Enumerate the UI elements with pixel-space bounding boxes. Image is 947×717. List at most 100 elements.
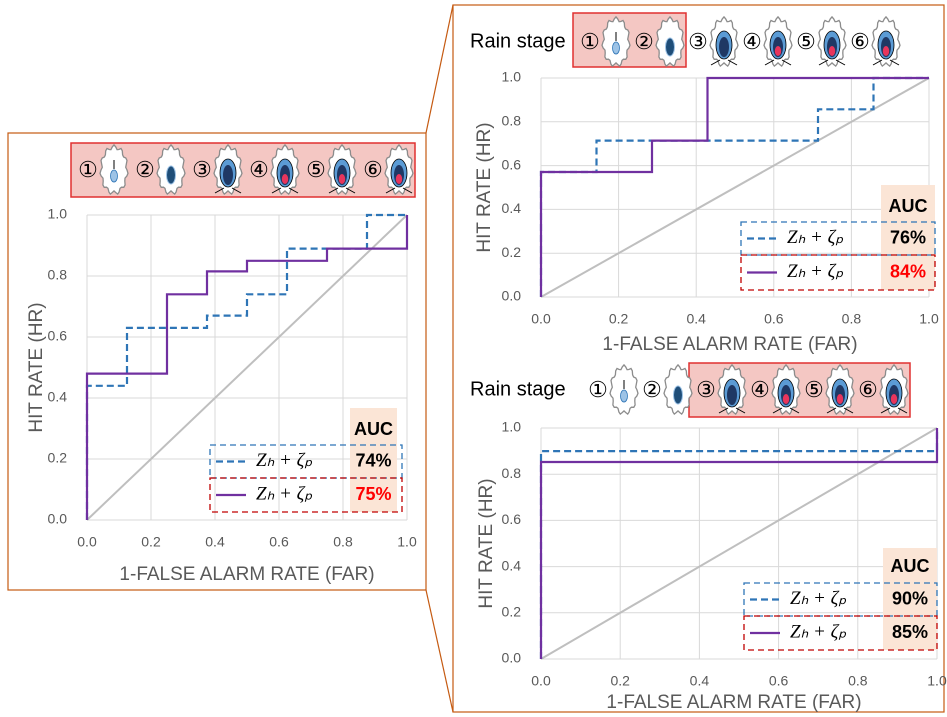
y-tick-label: 0.6 [48, 328, 68, 344]
legend-label: Zₕ + ζₚ [787, 227, 844, 248]
y-tick-label: 0.8 [502, 113, 522, 129]
zoom-line [426, 5, 453, 133]
stage-label: ④ [742, 29, 762, 54]
stage-icon-rain [829, 46, 835, 56]
stage-icon-rain [775, 46, 781, 56]
y-tick-label: 1.0 [502, 419, 522, 435]
stage-label: ② [135, 157, 155, 182]
stage-label: ⑥ [363, 157, 383, 182]
stage-label: ⑤ [796, 29, 816, 54]
y-tick-label: 0.4 [502, 557, 522, 573]
y-tick-label: 0.0 [48, 511, 68, 527]
stage-label: ③ [192, 157, 212, 182]
y-tick-label: 0.0 [502, 650, 522, 666]
x-tick-label: 0.2 [609, 311, 629, 327]
legend-label: Zₕ + ζₚ [256, 483, 313, 504]
reference-line [541, 78, 929, 297]
stage-icon-cell [674, 386, 683, 404]
y-tick-label: 0.0 [502, 288, 522, 304]
stage-icon-cell [666, 38, 675, 56]
y-tick-label: 1.0 [502, 69, 522, 85]
auc-value: 84% [890, 261, 926, 281]
stage-label: ⑤ [804, 377, 824, 402]
x-tick-label: 0.8 [333, 534, 353, 550]
stage-icon [818, 17, 846, 66]
stage-icon-cell [621, 390, 628, 402]
stage-label: ③ [696, 377, 716, 402]
stage-label: ② [634, 29, 654, 54]
auc-value: 85% [892, 622, 928, 642]
stage-icon-rain [837, 394, 843, 404]
stage-label: ② [642, 377, 662, 402]
stage-label: ⑥ [850, 29, 870, 54]
x-axis-label: 1-FALSE ALARM RATE (FAR) [602, 334, 857, 355]
x-tick-label: 0.6 [269, 534, 289, 550]
stage-icon-core [727, 385, 737, 405]
y-tick-label: 0.2 [48, 450, 68, 466]
figure: ① ② ③ ④ ⑤ ⑥ 0.0 0.2 0.4 0.6 0.8 1.0 0.0 0.2 0.4 0.6 0.8 1… [0, 0, 947, 717]
y-axis-label: HIT RATE (HR) [26, 302, 47, 432]
stage-icon [664, 365, 692, 414]
header-label: Rain stage [470, 378, 566, 400]
stage-label: ⑤ [306, 157, 326, 182]
y-axis-label: HIT RATE (HR) [476, 478, 497, 608]
y-tick-label: 0.6 [502, 156, 522, 172]
auc-value: 75% [355, 484, 391, 504]
stage-icon [872, 17, 900, 66]
x-tick-label: 0.4 [205, 534, 225, 550]
stage-icon-rain [396, 174, 402, 184]
y-tick-label: 0.6 [502, 511, 522, 527]
x-axis-label: 1-FALSE ALARM RATE (FAR) [119, 564, 374, 585]
legend-label: Zₕ + ζₚ [790, 588, 847, 609]
stage-icon-cell [167, 166, 176, 184]
x-axis-label: 1-FALSE ALARM RATE (FAR) [606, 692, 861, 713]
auc-value: 90% [892, 588, 928, 608]
header-label: Rain stage [470, 30, 566, 52]
x-tick-label: 0.8 [842, 311, 862, 327]
legend-title: AUC [354, 419, 393, 439]
auc-value: 76% [890, 227, 926, 247]
stage-icon [610, 365, 638, 414]
auc-value: 74% [355, 450, 391, 470]
x-tick-label: 0.0 [531, 673, 551, 689]
stage-icon-rain [339, 174, 345, 184]
stage-label: ④ [750, 377, 770, 402]
stage-label: ④ [249, 157, 269, 182]
y-tick-label: 0.2 [502, 244, 522, 260]
y-tick-label: 0.4 [502, 200, 522, 216]
stage-icon [764, 17, 792, 66]
x-tick-label: 1.0 [927, 673, 947, 689]
legend-label: Zₕ + ζₚ [256, 450, 313, 471]
legend-title: AUC [889, 196, 928, 216]
stage-label: ① [588, 377, 608, 402]
stage-label: ① [580, 29, 600, 54]
y-tick-label: 0.4 [48, 389, 68, 405]
stage-icon [710, 17, 738, 66]
stage-icon-rain [883, 46, 889, 56]
y-tick-label: 0.2 [502, 604, 522, 620]
zoom-line [426, 590, 453, 712]
stage-label: ③ [688, 29, 708, 54]
stage-icon-core [719, 37, 729, 57]
legend-title: AUC [891, 556, 930, 576]
x-tick-label: 0.4 [690, 673, 710, 689]
x-tick-label: 0.0 [77, 534, 97, 550]
stage-label: ① [78, 157, 98, 182]
stage-label: ⑥ [858, 377, 878, 402]
y-tick-label: 0.8 [502, 465, 522, 481]
x-tick-label: 0.4 [686, 311, 706, 327]
x-tick-label: 0.2 [610, 673, 630, 689]
stage-icon-core [223, 165, 233, 185]
stage-icon-rain [891, 394, 897, 404]
x-tick-label: 0.8 [848, 673, 868, 689]
x-tick-label: 1.0 [919, 311, 939, 327]
stage-icon-rain [282, 174, 288, 184]
x-tick-label: 1.0 [397, 534, 417, 550]
stage-icon-cell [111, 170, 118, 182]
stage-icon-rain [783, 394, 789, 404]
stage-icon-outline [610, 365, 638, 414]
legend-label: Zₕ + ζₚ [790, 621, 847, 642]
x-tick-label: 0.6 [769, 673, 789, 689]
y-tick-label: 0.8 [48, 267, 68, 283]
left-panel-frame [8, 133, 426, 590]
